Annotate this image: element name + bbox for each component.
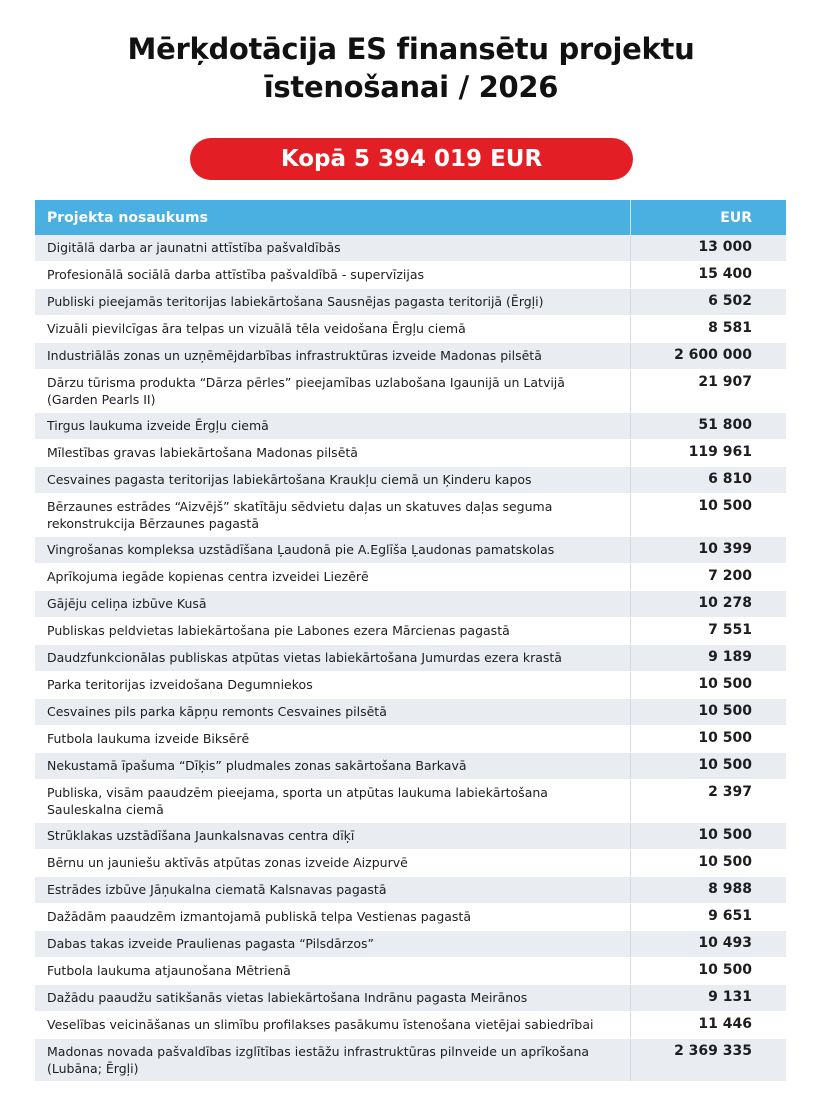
project-name: Nekustamā īpašuma “Dīķis” pludmales zona… bbox=[35, 752, 631, 780]
project-name: Gājēju celiņa izbūve Kusā bbox=[35, 590, 631, 618]
project-name: Vingrošanas kompleksa uzstādīšana Ļaudon… bbox=[35, 536, 631, 564]
table-row: Publiskas peldvietas labiekārtošana pie … bbox=[35, 617, 786, 645]
project-amount: 2 397 bbox=[630, 779, 786, 823]
project-amount: 8 988 bbox=[630, 876, 786, 904]
project-name: Tirgus laukuma izveide Ērgļu ciemā bbox=[35, 412, 631, 440]
table-row: Parka teritorijas izveidošana Degumnieko… bbox=[35, 671, 786, 699]
table-row: Aprīkojuma iegāde kopienas centra izveid… bbox=[35, 563, 786, 591]
project-amount: 51 800 bbox=[630, 412, 786, 440]
table-row: Madonas novada pašvaldības izglītības ie… bbox=[35, 1038, 786, 1082]
total-badge: Kopā 5 394 019 EUR bbox=[190, 138, 633, 180]
table-row: Publiski pieejamās teritorijas labiekārt… bbox=[35, 288, 786, 316]
table-row: Veselības veicināšanas un slimību profil… bbox=[35, 1011, 786, 1039]
table-row: Publiska, visām paaudzēm pieejama, sport… bbox=[35, 779, 786, 823]
project-amount: 2 369 335 bbox=[630, 1038, 786, 1082]
project-name: Bērnu un jauniešu aktīvās atpūtas zonas … bbox=[35, 849, 631, 877]
project-amount: 2 600 000 bbox=[630, 342, 786, 370]
project-name: Dārzu tūrisma produkta “Dārza pērles” pi… bbox=[35, 369, 631, 413]
table-row: Dažādām paaudzēm izmantojamā publiskā te… bbox=[35, 903, 786, 931]
project-amount: 6 810 bbox=[630, 466, 786, 494]
project-name: Futbola laukuma izveide Biksērē bbox=[35, 725, 631, 753]
project-name: Profesionālā sociālā darba attīstība paš… bbox=[35, 261, 631, 289]
header-eur: EUR bbox=[630, 200, 786, 235]
project-amount: 10 500 bbox=[630, 957, 786, 985]
project-amount: 15 400 bbox=[630, 261, 786, 289]
project-amount: 10 500 bbox=[630, 671, 786, 699]
project-name: Industriālās zonas un uzņēmējdarbības in… bbox=[35, 342, 631, 370]
page-title: Mērķdotācija ES finansētu projektu īsten… bbox=[0, 30, 822, 106]
projects-table: Projekta nosaukums EUR Digitālā darba ar… bbox=[35, 200, 786, 1082]
table-row: Dārzu tūrisma produkta “Dārza pērles” pi… bbox=[35, 369, 786, 413]
title-line-2: īstenošanai / 2026 bbox=[263, 70, 559, 104]
table-row: Profesionālā sociālā darba attīstība paš… bbox=[35, 261, 786, 289]
table-row: Vingrošanas kompleksa uzstādīšana Ļaudon… bbox=[35, 536, 786, 564]
project-name: Cesvaines pagasta teritorijas labiekārto… bbox=[35, 466, 631, 494]
project-name: Cesvaines pils parka kāpņu remonts Cesva… bbox=[35, 698, 631, 726]
project-amount: 10 500 bbox=[630, 493, 786, 537]
header-project-name: Projekta nosaukums bbox=[35, 200, 631, 235]
project-amount: 7 200 bbox=[630, 563, 786, 591]
project-name: Parka teritorijas izveidošana Degumnieko… bbox=[35, 671, 631, 699]
title-line-1: Mērķdotācija ES finansētu projektu bbox=[127, 32, 695, 66]
project-name: Veselības veicināšanas un slimību profil… bbox=[35, 1011, 631, 1039]
project-name: Vizuāli pievilcīgas āra telpas un vizuāl… bbox=[35, 315, 631, 343]
project-name: Futbola laukuma atjaunošana Mētrienā bbox=[35, 957, 631, 985]
table-row: Industriālās zonas un uzņēmējdarbības in… bbox=[35, 342, 786, 370]
table-row: Nekustamā īpašuma “Dīķis” pludmales zona… bbox=[35, 752, 786, 780]
project-name: Estrādes izbūve Jāņukalna ciematā Kalsna… bbox=[35, 876, 631, 904]
table-row: Tirgus laukuma izveide Ērgļu ciemā 51 800 bbox=[35, 412, 786, 440]
project-amount: 10 500 bbox=[630, 822, 786, 850]
project-amount: 11 446 bbox=[630, 1011, 786, 1039]
project-amount: 10 500 bbox=[630, 849, 786, 877]
project-amount: 10 278 bbox=[630, 590, 786, 618]
project-amount: 9 651 bbox=[630, 903, 786, 931]
project-name: Daudzfunkcionālas publiskas atpūtas viet… bbox=[35, 644, 631, 672]
project-name: Dažādu paaudžu satikšanās vietas labiekā… bbox=[35, 984, 631, 1012]
table-row: Mīlestības gravas labiekārtošana Madonas… bbox=[35, 439, 786, 467]
table-row: Futbola laukuma atjaunošana Mētrienā 10 5… bbox=[35, 957, 786, 985]
project-amount: 6 502 bbox=[630, 288, 786, 316]
project-name: Dabas takas izveide Praulienas pagasta “… bbox=[35, 930, 631, 958]
project-name: Madonas novada pašvaldības izglītības ie… bbox=[35, 1038, 631, 1082]
table-row: Cesvaines pagasta teritorijas labiekārto… bbox=[35, 466, 786, 494]
table-row: Dažādu paaudžu satikšanās vietas labiekā… bbox=[35, 984, 786, 1012]
project-name: Strūklakas uzstādīšana Jaunkalsnavas cen… bbox=[35, 822, 631, 850]
table-header-row: Projekta nosaukums EUR bbox=[35, 200, 786, 235]
table-row: Vizuāli pievilcīgas āra telpas un vizuāl… bbox=[35, 315, 786, 343]
project-amount: 10 399 bbox=[630, 536, 786, 564]
table-row: Daudzfunkcionālas publiskas atpūtas viet… bbox=[35, 644, 786, 672]
project-amount: 8 581 bbox=[630, 315, 786, 343]
project-name: Bērzaunes estrādes “Aizvējš” skatītāju s… bbox=[35, 493, 631, 537]
project-amount: 13 000 bbox=[630, 235, 786, 262]
project-name: Publiska, visām paaudzēm pieejama, sport… bbox=[35, 779, 631, 823]
table-row: Bērzaunes estrādes “Aizvējš” skatītāju s… bbox=[35, 493, 786, 537]
project-amount: 10 500 bbox=[630, 698, 786, 726]
table-row: Dabas takas izveide Praulienas pagasta “… bbox=[35, 930, 786, 958]
project-amount: 9 131 bbox=[630, 984, 786, 1012]
project-name: Dažādām paaudzēm izmantojamā publiskā te… bbox=[35, 903, 631, 931]
project-name: Aprīkojuma iegāde kopienas centra izveid… bbox=[35, 563, 631, 591]
table-row: Estrādes izbūve Jāņukalna ciematā Kalsna… bbox=[35, 876, 786, 904]
project-amount: 10 500 bbox=[630, 752, 786, 780]
table-row: Bērnu un jauniešu aktīvās atpūtas zonas … bbox=[35, 849, 786, 877]
project-name: Publiski pieejamās teritorijas labiekārt… bbox=[35, 288, 631, 316]
project-amount: 10 500 bbox=[630, 725, 786, 753]
table-row: Futbola laukuma izveide Biksērē 10 500 bbox=[35, 725, 786, 753]
project-amount: 7 551 bbox=[630, 617, 786, 645]
table-row: Gājēju celiņa izbūve Kusā 10 278 bbox=[35, 590, 786, 618]
project-amount: 21 907 bbox=[630, 369, 786, 413]
project-amount: 9 189 bbox=[630, 644, 786, 672]
project-name: Publiskas peldvietas labiekārtošana pie … bbox=[35, 617, 631, 645]
table-row: Digitālā darba ar jaunatni attīstība paš… bbox=[35, 235, 786, 262]
project-amount: 10 493 bbox=[630, 930, 786, 958]
project-amount: 119 961 bbox=[630, 439, 786, 467]
table-row: Strūklakas uzstādīšana Jaunkalsnavas cen… bbox=[35, 822, 786, 850]
project-name: Digitālā darba ar jaunatni attīstība paš… bbox=[35, 235, 631, 262]
project-name: Mīlestības gravas labiekārtošana Madonas… bbox=[35, 439, 631, 467]
table-row: Cesvaines pils parka kāpņu remonts Cesva… bbox=[35, 698, 786, 726]
